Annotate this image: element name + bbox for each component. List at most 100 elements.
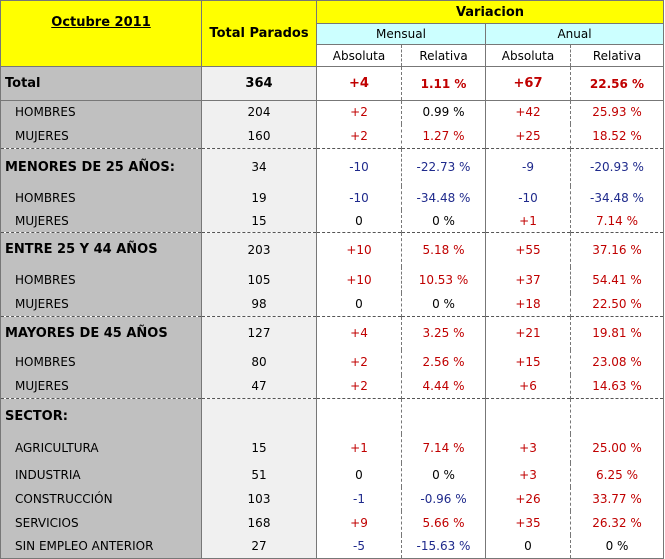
row-label: SECTOR: [0, 398, 202, 434]
table-row: INDUSTRIA 51 0 0 % +3 6.25 % [0, 462, 664, 487]
row-anual-relativa: 22.56 % [570, 66, 664, 101]
row-anual-absoluta: 0 [485, 534, 571, 559]
row-total: 15 [201, 433, 317, 463]
row-total: 168 [201, 510, 317, 535]
row-mensual-relativa: 5.66 % [401, 510, 486, 535]
row-anual-absoluta: +25 [485, 123, 571, 149]
row-total: 51 [201, 462, 317, 487]
row-anual-absoluta: +21 [485, 316, 571, 350]
row-anual-relativa: 25.00 % [570, 433, 664, 463]
row-anual-absoluta: +55 [485, 232, 571, 267]
row-mensual-relativa: 0 % [401, 462, 486, 487]
row-mensual-absoluta [316, 398, 402, 434]
row-mensual-absoluta: -10 [316, 148, 402, 186]
row-total: 19 [201, 185, 317, 210]
row-total: 204 [201, 100, 317, 124]
row-anual-relativa: 54.41 % [570, 266, 664, 293]
row-label: HOMBRES [0, 100, 202, 124]
row-mensual-absoluta: -1 [316, 486, 402, 511]
table-row: HOMBRES 204 +2 0.99 % +42 25.93 % [0, 100, 664, 124]
row-mensual-absoluta: 0 [316, 209, 402, 233]
row-anual-relativa: 37.16 % [570, 232, 664, 267]
mensual-relativa-header: Relativa [401, 44, 486, 67]
row-mensual-relativa: 4.44 % [401, 374, 486, 399]
row-mensual-absoluta: +2 [316, 349, 402, 375]
row-mensual-absoluta: +2 [316, 123, 402, 149]
row-anual-absoluta: +42 [485, 100, 571, 124]
row-label: HOMBRES [0, 185, 202, 210]
row-anual-relativa: 26.32 % [570, 510, 664, 535]
row-anual-relativa: 14.63 % [570, 374, 664, 399]
row-anual-relativa: 7.14 % [570, 209, 664, 233]
row-label: INDUSTRIA [0, 462, 202, 487]
row-total: 98 [201, 292, 317, 317]
row-mensual-absoluta: +2 [316, 100, 402, 124]
row-anual-relativa [570, 398, 664, 434]
row-mensual-relativa [401, 398, 486, 434]
row-label: MUJERES [0, 209, 202, 233]
row-mensual-absoluta: -10 [316, 185, 402, 210]
row-mensual-absoluta: 0 [316, 292, 402, 317]
row-mensual-relativa: 0 % [401, 209, 486, 233]
row-anual-absoluta: +67 [485, 66, 571, 101]
row-anual-relativa: -20.93 % [570, 148, 664, 186]
table-row: Total 364 +4 1.11 % +67 22.56 % [0, 66, 664, 101]
row-anual-absoluta: +1 [485, 209, 571, 233]
row-anual-absoluta: +26 [485, 486, 571, 511]
row-anual-relativa: 18.52 % [570, 123, 664, 149]
row-mensual-absoluta: +9 [316, 510, 402, 535]
row-anual-absoluta: +3 [485, 462, 571, 487]
row-anual-absoluta: +37 [485, 266, 571, 293]
variacion-header: Variacion [316, 0, 664, 24]
row-anual-relativa: 25.93 % [570, 100, 664, 124]
row-mensual-absoluta: +10 [316, 266, 402, 293]
anual-absoluta-header: Absoluta [485, 44, 571, 67]
table-row: HOMBRES 19 -10 -34.48 % -10 -34.48 % [0, 185, 664, 210]
row-anual-absoluta: +35 [485, 510, 571, 535]
row-label: HOMBRES [0, 349, 202, 375]
row-anual-relativa: -34.48 % [570, 185, 664, 210]
row-mensual-relativa: 3.25 % [401, 316, 486, 350]
table-row: CONSTRUCCIÓN 103 -1 -0.96 % +26 33.77 % [0, 486, 664, 511]
row-anual-relativa: 33.77 % [570, 486, 664, 511]
table-row: HOMBRES 80 +2 2.56 % +15 23.08 % [0, 349, 664, 375]
anual-header: Anual [485, 23, 664, 45]
table-row: SIN EMPLEO ANTERIOR 27 -5 -15.63 % 0 0 % [0, 534, 664, 559]
row-total: 127 [201, 316, 317, 350]
row-label: Total [0, 66, 202, 101]
row-label: SIN EMPLEO ANTERIOR [0, 534, 202, 559]
row-anual-absoluta: +18 [485, 292, 571, 317]
table-row: SERVICIOS 168 +9 5.66 % +35 26.32 % [0, 510, 664, 535]
row-total: 15 [201, 209, 317, 233]
row-mensual-absoluta: +1 [316, 433, 402, 463]
row-mensual-relativa: 5.18 % [401, 232, 486, 267]
row-anual-absoluta: +3 [485, 433, 571, 463]
row-total: 34 [201, 148, 317, 186]
table-row: MUJERES 160 +2 1.27 % +25 18.52 % [0, 123, 664, 149]
row-label: MUJERES [0, 374, 202, 399]
table-row: AGRICULTURA 15 +1 7.14 % +3 25.00 % [0, 433, 664, 463]
table-row: HOMBRES 105 +10 10.53 % +37 54.41 % [0, 266, 664, 293]
row-mensual-absoluta: 0 [316, 462, 402, 487]
row-mensual-absoluta: +4 [316, 66, 402, 101]
row-total: 103 [201, 486, 317, 511]
row-anual-absoluta: +15 [485, 349, 571, 375]
row-mensual-relativa: 1.27 % [401, 123, 486, 149]
row-mensual-relativa: -22.73 % [401, 148, 486, 186]
row-anual-relativa: 6.25 % [570, 462, 664, 487]
table-row: MUJERES 47 +2 4.44 % +6 14.63 % [0, 374, 664, 399]
row-total: 364 [201, 66, 317, 101]
row-anual-relativa: 23.08 % [570, 349, 664, 375]
total-parados-header: Total Parados [201, 0, 317, 67]
table-row: ENTRE 25 Y 44 AÑOS 203 +10 5.18 % +55 37.16 % [0, 232, 664, 267]
row-mensual-absoluta: +4 [316, 316, 402, 350]
row-label: MAYORES DE 45 AÑOS [0, 316, 202, 350]
table-row: MENORES DE 25 AÑOS: 34 -10 -22.73 % -9 -20.93… [0, 148, 664, 186]
row-mensual-relativa: 7.14 % [401, 433, 486, 463]
table-row: SECTOR: [0, 398, 664, 434]
row-total: 105 [201, 266, 317, 293]
row-label: SERVICIOS [0, 510, 202, 535]
period-header: Octubre 2011 [0, 0, 202, 45]
row-total: 80 [201, 349, 317, 375]
